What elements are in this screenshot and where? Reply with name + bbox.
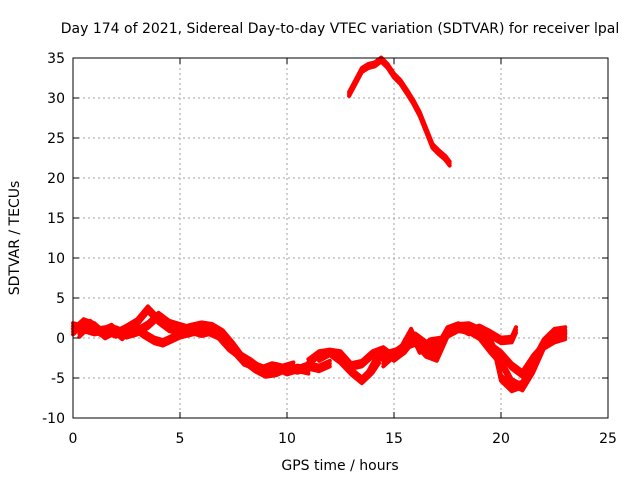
series-band-sat-g (381, 329, 568, 393)
x-tick-label: 15 (385, 431, 403, 447)
y-tick-label: 15 (47, 211, 65, 227)
x-tick-label: 20 (492, 431, 510, 447)
y-tick-label: 30 (47, 91, 65, 107)
y-tick-label: -10 (42, 411, 65, 427)
series-band-sat-b (71, 310, 311, 371)
y-axis-label: SDTVAR / TECUs (7, 181, 23, 296)
series-band-sat-i (488, 331, 568, 374)
series-line-sat-c (77, 321, 296, 372)
series-band-sat-j (347, 55, 452, 164)
series-band-sat-e (317, 321, 518, 366)
chart-title: Day 174 of 2021, Sidereal Day-to-day VTE… (61, 21, 619, 37)
axis-ticks: 0 5 10 15 20 25 -10 -5 0 5 10 15 20 25 30 35 (42, 51, 617, 447)
x-tick-label: 0 (69, 431, 78, 447)
y-tick-label: 35 (47, 51, 65, 67)
x-tick-label: 10 (278, 431, 296, 447)
series-band-sat-j (347, 59, 452, 168)
y-tick-label: 25 (47, 131, 65, 147)
x-axis-label: GPS time / hours (281, 458, 398, 474)
x-tick-label: 5 (176, 431, 185, 447)
y-tick-label: -5 (51, 371, 65, 387)
series-band-sat-c (77, 318, 296, 370)
series-band-sat-f (366, 326, 444, 374)
series-band-sat-i (488, 337, 568, 379)
y-tick-label: 10 (47, 251, 65, 267)
plot-frame (72, 57, 609, 419)
y-tick-label: 20 (47, 171, 65, 187)
grid (73, 58, 608, 418)
y-tick-label: 5 (56, 291, 65, 307)
x-tick-label: 25 (599, 431, 617, 447)
series-band-sat-c (77, 324, 296, 375)
plot-area (71, 55, 568, 394)
y-tick-label: 0 (56, 331, 65, 347)
series-band-sat-h (445, 321, 568, 388)
